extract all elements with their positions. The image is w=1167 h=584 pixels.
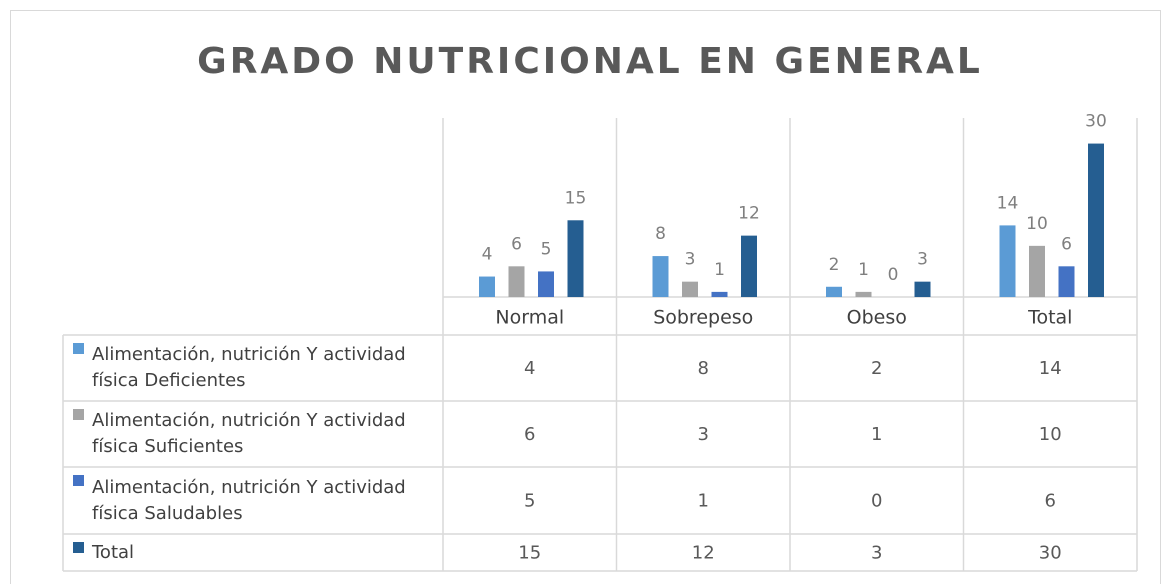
- bar: [1029, 245, 1045, 297]
- data-label: 6: [511, 234, 522, 254]
- data-label: 12: [738, 204, 760, 224]
- table-cell: 3: [698, 424, 709, 445]
- legend-key: [73, 409, 84, 420]
- legend-label: Alimentación, nutrición Y actividad físi…: [92, 410, 406, 457]
- table-cell: 5: [524, 491, 535, 512]
- bar: [652, 256, 669, 297]
- data-label: 0: [888, 265, 899, 285]
- data-label: 2: [829, 255, 840, 275]
- legend-entry: Alimentación, nutrición Y actividad físi…: [73, 335, 413, 401]
- legend-key: [73, 475, 84, 486]
- data-label: 3: [917, 250, 928, 270]
- legend-label: Alimentación, nutrición Y actividad físi…: [92, 344, 406, 391]
- data-label: 1: [714, 260, 725, 280]
- bar: [999, 225, 1016, 297]
- table-cell: 2: [871, 358, 882, 379]
- bar: [1058, 266, 1075, 297]
- x-tick-label: Obeso: [847, 307, 907, 329]
- data-label: 10: [1026, 214, 1048, 234]
- legend-label: Alimentación, nutrición Y actividad físi…: [92, 476, 406, 524]
- bar: [1088, 143, 1104, 297]
- table-cell: 10: [1039, 424, 1062, 445]
- table-cell: 0: [871, 491, 882, 512]
- bar: [914, 281, 931, 297]
- table-cell: 15: [518, 543, 541, 564]
- legend-entry: Alimentación, nutrición Y actividad físi…: [73, 467, 413, 534]
- table-cell: 8: [698, 358, 709, 379]
- x-tick-label: Sobrepeso: [653, 307, 753, 329]
- table-cell: 12: [692, 543, 715, 564]
- legend-key: [73, 542, 84, 553]
- table-cell: 14: [1039, 358, 1062, 379]
- bar: [711, 291, 728, 297]
- table-cell: 6: [1045, 491, 1056, 512]
- x-tick-label: Total: [1027, 307, 1072, 329]
- table-cell: 3: [871, 543, 882, 564]
- bar: [826, 286, 842, 297]
- data-label: 30: [1085, 112, 1107, 132]
- data-label: 8: [655, 224, 666, 244]
- table-cell: 1: [871, 424, 882, 445]
- legend-entry: Alimentación, nutrición Y actividad físi…: [73, 401, 413, 467]
- table-cell: 4: [524, 358, 535, 379]
- table-cell: 1: [698, 491, 709, 512]
- data-label: 3: [685, 250, 696, 270]
- data-label: 5: [541, 239, 552, 259]
- chart-title: GRADO NUTRICIONAL EN GENERAL: [197, 41, 983, 82]
- legend-label: Total: [92, 541, 135, 563]
- bar: [508, 266, 525, 297]
- bar: [538, 271, 554, 297]
- x-tick-label: Normal: [495, 307, 564, 329]
- data-label: 15: [565, 188, 587, 208]
- table-cell: 6: [524, 424, 535, 445]
- bar: [567, 220, 584, 297]
- data-label: 6: [1061, 234, 1072, 254]
- bar: [682, 281, 698, 297]
- chart-frame: [10, 10, 1161, 584]
- legend-key: [73, 343, 84, 354]
- data-label: 4: [482, 245, 493, 265]
- bar: [855, 291, 872, 297]
- legend-entry: Total: [73, 534, 413, 571]
- bar: [741, 235, 757, 297]
- data-label: 1: [858, 260, 869, 280]
- data-label: 14: [997, 193, 1019, 213]
- table-cell: 30: [1039, 543, 1062, 564]
- bar: [479, 276, 495, 297]
